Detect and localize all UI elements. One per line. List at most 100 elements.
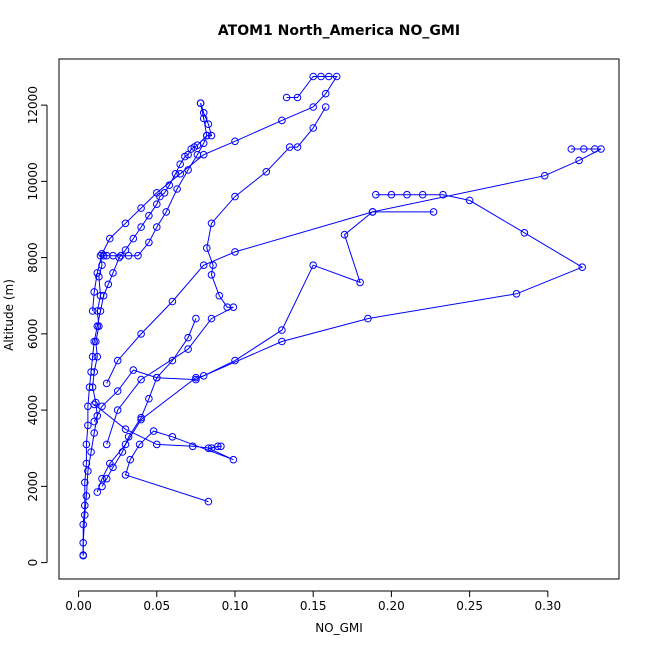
- data-point: [309, 72, 318, 81]
- data-point: [90, 288, 98, 296]
- series-line: [96, 194, 584, 493]
- data-point: [325, 72, 333, 81]
- data-point: [87, 448, 95, 456]
- data-point: [137, 415, 145, 424]
- series-line: [93, 211, 434, 422]
- data-point: [278, 326, 286, 334]
- data-point: [231, 137, 239, 146]
- data-point: [153, 189, 161, 197]
- data-point: [181, 152, 189, 161]
- data-point: [121, 425, 130, 434]
- data-point: [520, 229, 529, 237]
- x-tick-label: 0.20: [378, 599, 405, 613]
- data-point: [102, 379, 111, 388]
- data-point: [215, 291, 224, 300]
- data-point: [162, 208, 170, 216]
- data-point: [113, 387, 122, 395]
- data-point: [102, 440, 111, 449]
- data-point: [113, 406, 122, 414]
- data-point: [278, 116, 286, 125]
- data-point: [567, 145, 576, 153]
- data-point: [99, 291, 108, 300]
- y-tick-label: 10000: [26, 162, 40, 200]
- data-point: [439, 190, 447, 199]
- data-point: [231, 356, 239, 365]
- data-point: [149, 427, 158, 435]
- series-layer: [79, 72, 605, 560]
- data-point: [137, 375, 145, 384]
- series-8: [98, 314, 200, 491]
- data-point: [124, 433, 133, 441]
- data-point: [209, 261, 217, 270]
- data-point: [145, 238, 153, 247]
- data-point: [282, 93, 291, 102]
- data-point: [309, 261, 318, 270]
- data-point: [129, 234, 138, 243]
- data-point: [188, 442, 197, 451]
- data-point: [145, 211, 153, 220]
- data-point: [199, 114, 208, 123]
- data-point: [309, 103, 318, 111]
- data-point: [204, 497, 213, 506]
- data-point: [121, 440, 130, 449]
- data-point: [81, 511, 89, 519]
- y-tick-label: 2000: [26, 471, 40, 502]
- y-tick-label: 8000: [26, 242, 40, 273]
- data-point: [137, 223, 145, 231]
- data-point: [82, 492, 91, 500]
- data-point: [168, 433, 177, 441]
- data-point: [187, 145, 195, 153]
- data-point: [79, 551, 87, 559]
- data-point: [98, 474, 106, 483]
- data-point: [176, 170, 184, 178]
- chart-title: ATOM1 North_America NO_GMI: [218, 23, 460, 39]
- data-point: [317, 72, 325, 81]
- series-1: [79, 99, 216, 560]
- data-point: [129, 366, 138, 374]
- data-point: [340, 230, 349, 239]
- data-point: [90, 417, 98, 426]
- data-point: [192, 314, 200, 323]
- data-point: [403, 190, 411, 199]
- data-point: [93, 412, 102, 420]
- data-point: [93, 352, 102, 361]
- data-point: [418, 190, 427, 199]
- data-point: [109, 269, 117, 277]
- data-point: [82, 459, 91, 468]
- data-point: [332, 72, 341, 81]
- data-point: [124, 251, 133, 260]
- data-point: [137, 413, 145, 422]
- data-point: [207, 314, 216, 323]
- data-point: [217, 442, 225, 451]
- data-point: [153, 373, 161, 382]
- data-point: [512, 290, 521, 298]
- x-tick-label: 0.25: [456, 599, 483, 613]
- data-point: [278, 337, 286, 346]
- data-point: [98, 250, 106, 258]
- data-point: [176, 160, 184, 168]
- data-point: [321, 103, 330, 111]
- data-point: [199, 261, 208, 270]
- data-point: [93, 488, 102, 496]
- data-point: [81, 478, 89, 487]
- data-point: [93, 269, 102, 277]
- data-point: [293, 93, 302, 102]
- data-point: [368, 208, 377, 216]
- series-3: [88, 72, 341, 315]
- data-point: [95, 272, 103, 281]
- data-point: [117, 251, 125, 260]
- axes-layer: 0.00 0.05 0.10 0.15 0.20 0.25 0.30 0 2000 4000 600…: [26, 86, 561, 613]
- data-point: [229, 303, 238, 312]
- data-point: [578, 263, 587, 272]
- x-tick-label: 0.05: [143, 599, 170, 613]
- y-tick-label: 6000: [26, 319, 40, 350]
- data-point: [214, 442, 222, 451]
- series-7: [90, 208, 438, 426]
- data-point: [145, 394, 153, 403]
- data-point: [84, 421, 92, 430]
- data-point: [137, 330, 145, 338]
- data-point: [135, 440, 144, 449]
- data-point: [118, 448, 127, 456]
- data-point: [104, 280, 113, 289]
- data-point: [207, 219, 216, 228]
